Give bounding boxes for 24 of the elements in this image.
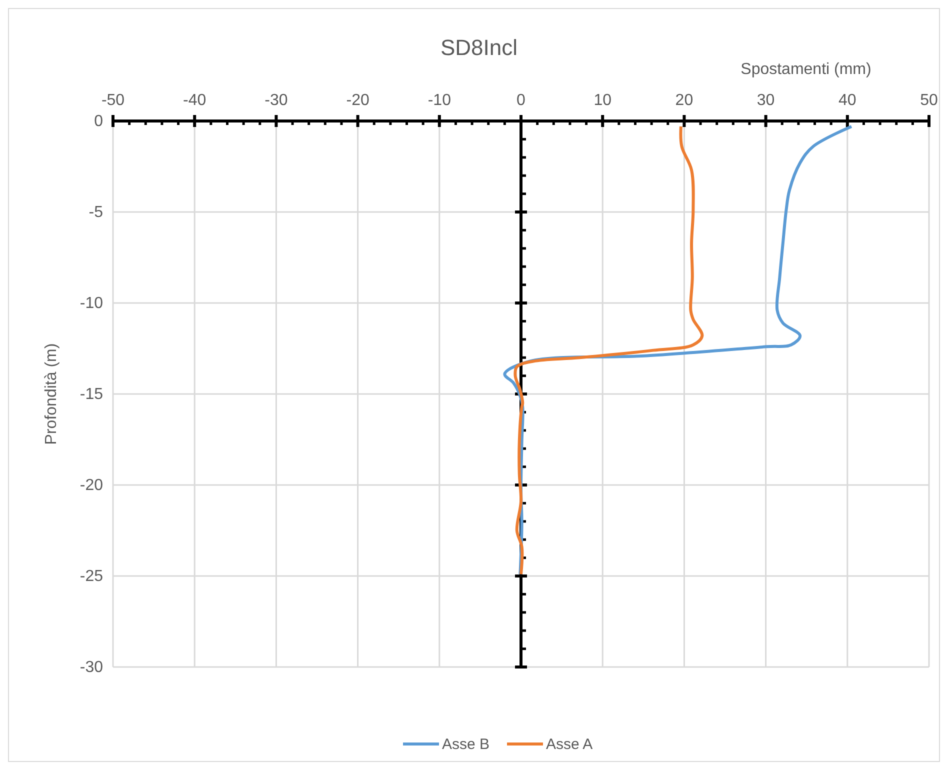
legend-label: Asse B xyxy=(442,736,490,753)
y-tick-label: -20 xyxy=(80,477,104,494)
line-series xyxy=(514,124,704,576)
chart-title: SD8Incl xyxy=(440,35,518,60)
x-tick-label: -40 xyxy=(183,92,206,109)
x-tick-label: -50 xyxy=(101,92,125,109)
x-tick-label: 30 xyxy=(756,92,775,109)
y-tick-label: -25 xyxy=(80,568,104,586)
y-tick-label: -15 xyxy=(80,386,104,404)
x-tick-label: -10 xyxy=(428,92,452,109)
x-tick-label: 50 xyxy=(920,92,938,109)
y-axis-title: Profondità (m) xyxy=(43,343,60,445)
x-tick-label: 40 xyxy=(838,92,856,109)
x-tick-label: -20 xyxy=(346,92,370,109)
x-tick-label: 20 xyxy=(675,92,694,109)
x-tick-label: 0 xyxy=(516,92,526,109)
x-axis-title: Spostamenti (mm) xyxy=(740,61,872,78)
y-tick-label: -30 xyxy=(80,659,104,676)
y-tick-label: 0 xyxy=(94,113,104,130)
y-tick-label: -10 xyxy=(80,295,104,312)
x-tick-label: -30 xyxy=(264,92,288,109)
legend-label: Asse A xyxy=(546,736,593,753)
x-tick-label: 10 xyxy=(594,92,612,109)
y-tick-label: -5 xyxy=(88,204,104,222)
